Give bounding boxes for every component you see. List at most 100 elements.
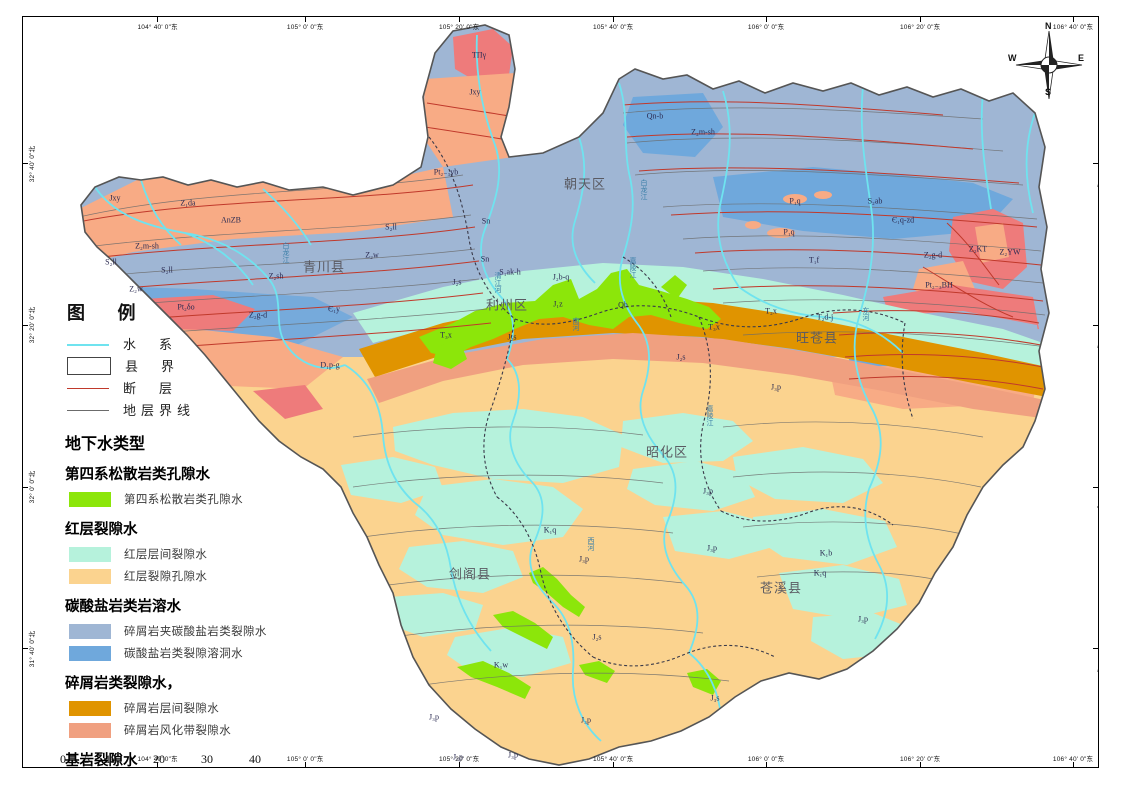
water-system-symbol: [67, 337, 109, 351]
graticule-tick: [459, 762, 460, 767]
legend-item-label: 碎屑岩风化带裂隙水: [124, 722, 231, 738]
legend-group-list: 第四系松散岩类孔隙水第四系松散岩类孔隙水红层裂隙水红层层间裂隙水红层裂隙孔隙水碳…: [63, 463, 331, 767]
legend-title: 图 例: [67, 299, 331, 325]
graticule-tick: [613, 17, 614, 22]
scale-bar: 0510203040 千米: [63, 752, 313, 767]
compass-west-label: W: [1008, 53, 1017, 63]
scale-bar-tick-label: 20: [153, 752, 165, 767]
river-label: 白龙江: [639, 179, 649, 200]
graticule-tick: [613, 762, 614, 767]
river-label: 西河: [586, 537, 596, 551]
legend-symbol-label: 断 层: [123, 378, 177, 397]
legend-group-heading: 碎屑岩类裂隙水，: [65, 672, 331, 693]
river-label: 东河: [861, 307, 871, 321]
legend-item[interactable]: 第四系松散岩类孔隙水: [63, 489, 331, 509]
graticule-tick: [1073, 762, 1074, 767]
map-canvas[interactable]: 104° 40' 0"东 105° 0' 0"东 105° 20' 0"东 105° …: [23, 17, 1098, 767]
county-label: 朝天区: [564, 174, 606, 193]
scale-bar-tick-label: 30: [201, 752, 213, 767]
latitude-tick-label: 31° 40' 0"北: [1095, 667, 1098, 704]
river-label: 南河: [571, 317, 581, 331]
legend-color-swatch: [69, 723, 111, 738]
graticule-tick: [23, 163, 28, 164]
legend-symbol-row: 水 系: [63, 334, 331, 353]
graticule-tick: [459, 17, 460, 22]
scale-bar-tick-label: 0: [60, 752, 66, 767]
legend-item-label: 红层裂隙孔隙水: [124, 568, 207, 584]
graticule-tick: [1093, 648, 1098, 649]
county-border-symbol: [67, 357, 111, 375]
river-label: 白龙江: [281, 242, 291, 263]
legend-symbol-row: 县 界: [63, 356, 331, 375]
latitude-tick-label: 32° 40' 0"北: [1095, 182, 1098, 219]
compass-north-label: N: [1045, 21, 1052, 31]
legend-color-swatch: [69, 624, 111, 639]
graticule-tick: [920, 17, 921, 22]
graticule-tick: [23, 648, 28, 649]
map-neatline: 104° 40' 0"东 105° 0' 0"东 105° 20' 0"东 105° …: [22, 16, 1099, 768]
county-label: 青川县: [303, 257, 345, 276]
legend-color-swatch: [69, 701, 111, 716]
longitude-tick-label: 106° 0' 0"东: [748, 21, 785, 31]
strata-line-symbol: [67, 403, 109, 417]
legend-symbol-label: 县 界: [125, 356, 179, 375]
legend-item[interactable]: 碎屑岩层间裂隙水: [63, 698, 331, 718]
longitude-tick-label: 105° 20' 0"东: [439, 21, 479, 31]
county-label: 利州区: [486, 295, 528, 314]
legend-item[interactable]: 红层裂隙孔隙水: [63, 566, 331, 586]
legend-symbol-label: 地层界线: [123, 400, 195, 419]
graticule-tick: [157, 17, 158, 22]
longitude-tick-label: 105° 0' 0"东: [287, 21, 324, 31]
latitude-tick-label: 32° 20' 0"北: [1095, 344, 1098, 381]
compass-rose: N S E W: [1006, 25, 1092, 105]
legend-groundwater-heading: 地下水类型: [65, 430, 331, 454]
legend-group-heading: 红层裂隙水: [65, 518, 331, 539]
legend-color-swatch: [69, 646, 111, 661]
legend-item-label: 红层层间裂隙水: [124, 546, 207, 562]
legend-symbol-list: 水 系县 界断 层地层界线: [63, 334, 331, 419]
compass-south-label: S: [1045, 87, 1051, 97]
graticule-tick: [1093, 325, 1098, 326]
river-label: 嘉陵江: [628, 257, 638, 278]
graticule-tick: [920, 762, 921, 767]
graticule-tick: [766, 17, 767, 22]
scale-bar-unit: 千米: [307, 766, 319, 767]
legend-item-label: 碎屑岩层间裂隙水: [124, 700, 219, 716]
legend-symbol-row: 断 层: [63, 378, 331, 397]
county-label: 旺苍县: [796, 328, 838, 347]
legend-item[interactable]: 碳酸盐岩类裂隙溶洞水: [63, 643, 331, 663]
graticule-tick: [1073, 17, 1074, 22]
county-label: 苍溪县: [760, 578, 802, 597]
scale-bar-tick-label: 10: [105, 752, 117, 767]
longitude-tick-label: 104° 40' 0"东: [137, 21, 177, 31]
graticule-tick: [23, 487, 28, 488]
river-label: 嘉陵江: [705, 405, 715, 426]
graticule-tick: [766, 762, 767, 767]
legend-color-swatch: [69, 547, 111, 562]
longitude-tick-label: 106° 20' 0"东: [900, 21, 940, 31]
legend-color-swatch: [69, 492, 111, 507]
scale-bar-tick-label: 40: [249, 752, 261, 767]
legend-group-heading: 第四系松散岩类孔隙水: [65, 463, 331, 484]
longitude-tick-label: 105° 40' 0"东: [593, 21, 633, 31]
legend-color-swatch: [69, 569, 111, 584]
graticule-tick: [1093, 487, 1098, 488]
legend-symbol-label: 水 系: [123, 334, 177, 353]
county-label: 昭化区: [646, 442, 688, 461]
legend-item[interactable]: 碎屑岩夹碳酸盐岩类裂隙水: [63, 621, 331, 641]
legend-group-heading: 碳酸盐岩类岩溶水: [65, 595, 331, 616]
legend-symbol-row: 地层界线: [63, 400, 331, 419]
county-label: 剑阁县: [449, 564, 491, 583]
legend-item-label: 第四系松散岩类孔隙水: [124, 491, 243, 507]
graticule-tick: [305, 17, 306, 22]
river-label: 清江河: [493, 272, 503, 293]
legend-item[interactable]: 红层层间裂隙水: [63, 544, 331, 564]
graticule-tick: [23, 325, 28, 326]
fault-symbol: [67, 381, 109, 395]
map-legend: 图 例 水 系县 界断 层地层界线 地下水类型 第四系松散岩类孔隙水第四系松散岩…: [63, 299, 331, 767]
legend-item-label: 碎屑岩夹碳酸盐岩类裂隙水: [124, 623, 267, 639]
legend-item[interactable]: 碎屑岩风化带裂隙水: [63, 720, 331, 740]
compass-east-label: E: [1078, 53, 1084, 63]
graticule-tick: [1093, 163, 1098, 164]
scale-bar-tick-label: 5: [84, 752, 90, 767]
